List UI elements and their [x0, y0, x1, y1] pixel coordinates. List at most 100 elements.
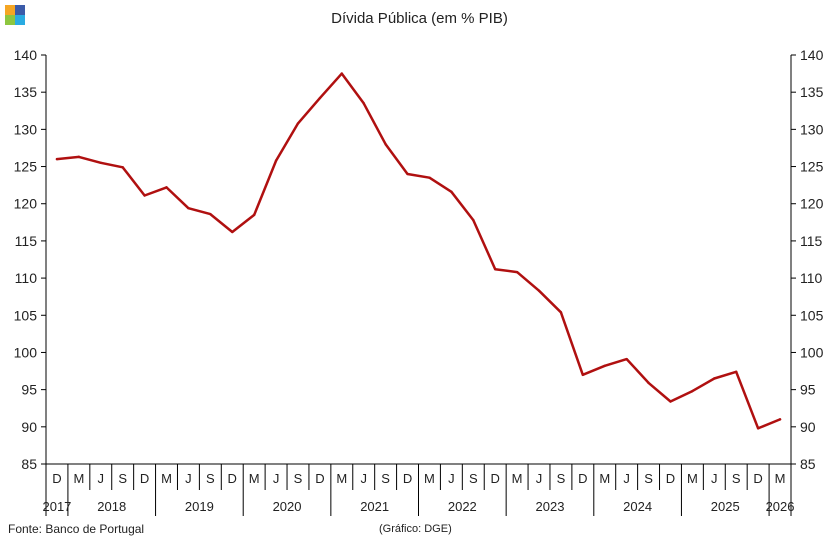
x-tick-label: M [336, 471, 347, 486]
data-point [340, 72, 344, 75]
data-point [187, 206, 190, 210]
data-point [362, 102, 365, 105]
x-tick-label: J [273, 471, 280, 486]
data-point [450, 190, 453, 194]
x-tick-label: S [469, 471, 478, 486]
dge-logo [5, 5, 25, 25]
data-point [713, 377, 716, 380]
x-year-label: 2022 [448, 499, 477, 514]
y-tick-label-right: 120 [800, 196, 824, 212]
x-tick-label: D [753, 471, 762, 486]
y-tick-label-left: 120 [14, 196, 38, 212]
data-point [735, 370, 738, 373]
data-point [384, 143, 387, 146]
x-tick-label: S [294, 471, 303, 486]
x-year-label: 2023 [536, 499, 565, 514]
data-point [406, 172, 409, 176]
data-point [99, 161, 102, 165]
data-point [581, 373, 585, 376]
y-tick-label-left: 95 [21, 382, 37, 398]
y-tick-label-left: 90 [21, 419, 37, 435]
x-tick-label: D [315, 471, 324, 486]
y-tick-label-left: 100 [14, 344, 38, 360]
data-point [121, 166, 124, 169]
x-year-label: 2019 [185, 499, 214, 514]
logo-square-green [5, 15, 15, 25]
data-point [756, 427, 760, 430]
data-point [669, 400, 672, 403]
x-tick-label: D [666, 471, 675, 486]
x-tick-label: M [775, 471, 786, 486]
x-tick-label: M [249, 471, 260, 486]
data-point [296, 122, 300, 125]
logo-square-orange [5, 5, 15, 15]
y-tick-label-right: 130 [800, 121, 824, 137]
x-tick-label: S [732, 471, 741, 486]
x-year-label: 2018 [97, 499, 126, 514]
x-year-label: 2025 [711, 499, 740, 514]
data-point [472, 218, 475, 222]
x-year-label: 2017 [42, 499, 71, 514]
data-point [143, 194, 146, 197]
y-tick-label-left: 140 [14, 47, 38, 63]
x-tick-label: S [118, 471, 127, 486]
data-point [209, 212, 212, 216]
y-tick-label-right: 85 [800, 456, 816, 472]
y-tick-label-left: 125 [14, 159, 38, 175]
x-tick-label: S [381, 471, 390, 486]
x-tick-label: D [140, 471, 149, 486]
data-point [55, 157, 59, 161]
logo-square-cyan [15, 15, 25, 25]
logo-square-blue [15, 5, 25, 15]
x-year-label: 2021 [360, 499, 389, 514]
x-tick-label: J [360, 471, 367, 486]
y-tick-label-left: 115 [15, 233, 38, 249]
x-tick-label: J [185, 471, 192, 486]
x-tick-label: M [73, 471, 84, 486]
y-tick-label-left: 85 [21, 456, 37, 472]
data-point [537, 289, 541, 292]
x-tick-label: M [161, 471, 172, 486]
data-point [318, 96, 322, 100]
data-point [778, 418, 782, 421]
x-year-label: 2026 [766, 499, 795, 514]
y-tick-label-right: 90 [800, 419, 816, 435]
y-tick-label-left: 130 [14, 121, 38, 137]
data-point [231, 230, 234, 234]
data-point [603, 364, 606, 368]
data-point [493, 267, 497, 271]
data-point [515, 270, 519, 274]
x-tick-label: J [711, 471, 718, 486]
x-tick-label: J [98, 471, 105, 486]
data-point [428, 176, 431, 179]
x-tick-label: D [52, 471, 61, 486]
data-point [77, 155, 81, 159]
x-tick-label: S [644, 471, 653, 486]
credit-note: (Gráfico: DGE) [379, 523, 452, 535]
x-tick-label: M [512, 471, 523, 486]
x-tick-label: S [206, 471, 215, 486]
y-tick-label-right: 115 [800, 233, 823, 249]
x-year-label: 2020 [273, 499, 302, 514]
y-tick-label-right: 135 [800, 84, 824, 100]
data-point [252, 213, 256, 217]
chart-title: Dívida Pública (em % PIB) [331, 10, 508, 27]
x-tick-label: J [536, 471, 543, 486]
data-point [165, 186, 168, 189]
x-tick-label: M [424, 471, 435, 486]
data-point [274, 159, 278, 162]
x-tick-label: J [623, 471, 630, 486]
x-year-label: 2024 [623, 499, 652, 514]
y-tick-label-right: 100 [800, 344, 824, 360]
source-note: Fonte: Banco de Portugal [8, 522, 145, 536]
y-tick-label-right: 125 [800, 159, 824, 175]
y-tick-label-left: 135 [14, 84, 38, 100]
y-tick-label-left: 105 [14, 307, 38, 323]
x-tick-label: D [403, 471, 412, 486]
series-line-divida-publica [55, 72, 782, 430]
x-tick-label: J [448, 471, 455, 486]
y-tick-label-right: 140 [800, 47, 824, 63]
data-point [559, 311, 563, 314]
y-tick-label-right: 105 [800, 307, 824, 323]
